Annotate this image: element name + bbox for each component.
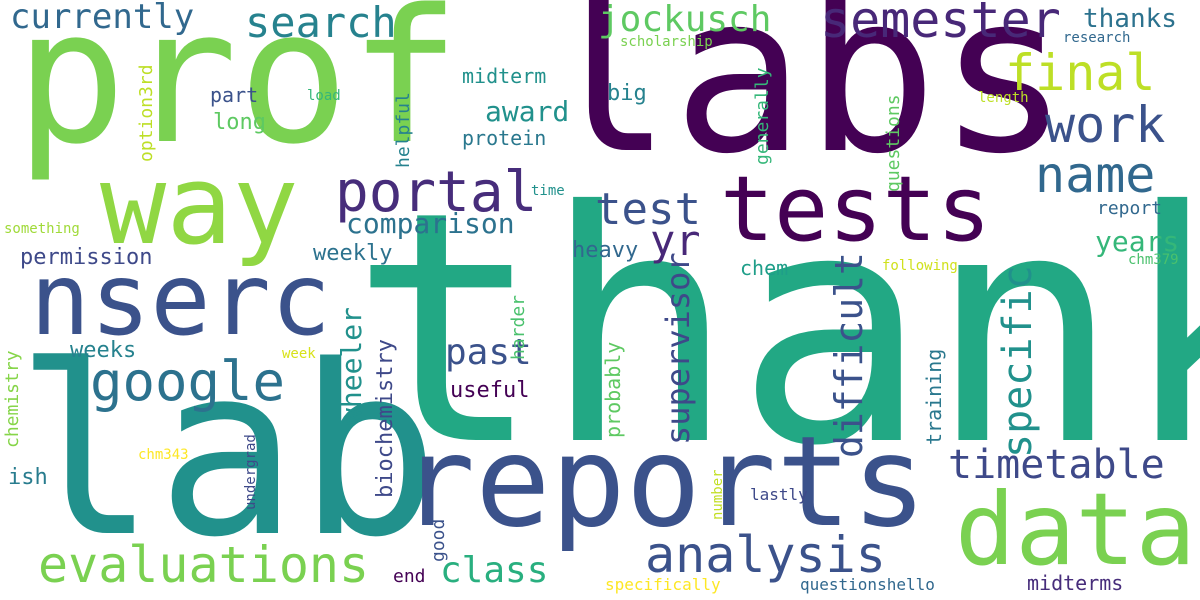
word-part: part (210, 83, 259, 107)
word-past: past (445, 332, 532, 373)
word-harder: harder (508, 294, 529, 360)
word-thanks: thanks (1083, 4, 1177, 34)
word-generally: generally (752, 67, 773, 165)
word-chemistry: chemistry (2, 350, 23, 448)
word-midterm: midterm (462, 64, 547, 88)
word-class: class (440, 550, 549, 591)
word-heavy: heavy (572, 238, 639, 263)
word-something: something (4, 221, 80, 237)
word-yr: yr (650, 216, 701, 265)
word-weeks: weeks (70, 338, 137, 363)
word-probably: probably (601, 341, 625, 438)
word-specific: specific (995, 265, 1041, 458)
word-wheeler: wheeler (335, 306, 368, 425)
word-load: load (307, 88, 341, 104)
word-portal: portal (335, 160, 538, 225)
word-prof: prof (15, 0, 461, 185)
word-report: report (1097, 198, 1163, 219)
word-training: training (922, 348, 946, 445)
word-permission: permission (20, 245, 153, 270)
word-supervisor: supervisor (659, 252, 697, 445)
word-years: years (1095, 225, 1180, 258)
word-midterms: midterms (1027, 571, 1124, 595)
word-analysis: analysis (645, 526, 886, 584)
word-work: work (1045, 96, 1166, 154)
word-research: research (1063, 30, 1131, 46)
word-nserc: nserc (30, 241, 332, 358)
word-award: award (485, 95, 570, 128)
word-big: big (607, 81, 647, 106)
word-questionshello: questionshello (800, 575, 935, 594)
word-helpful: helpful (393, 92, 414, 168)
word-useful: useful (450, 378, 530, 403)
word-tests: tests (720, 157, 991, 262)
word-timetable: timetable (948, 442, 1165, 488)
word-search: search (245, 0, 397, 47)
word-evaluations: evaluations (38, 536, 370, 594)
word-final: final (1005, 44, 1156, 102)
word-jockusch: jockusch (598, 0, 772, 40)
word-undergrad: undergrad (243, 434, 259, 510)
word-ish: ish (8, 465, 48, 490)
word-chm379: chm379 (1128, 252, 1179, 268)
word-thank: thank (350, 144, 1200, 516)
word-weekly: weekly (313, 241, 393, 266)
word-currently: currently (10, 0, 195, 37)
word-week: week (282, 346, 316, 362)
word-end: end (393, 566, 426, 587)
word-lab: lab (15, 316, 440, 589)
word-comparison: comparison (346, 207, 515, 240)
word-lastly: lastly (750, 485, 808, 504)
word-good: good (428, 518, 449, 562)
word-time: time (531, 183, 565, 199)
word-google: google (90, 350, 286, 413)
word-semester: semester (820, 0, 1061, 49)
word-labs: labs (540, 0, 1070, 202)
word-specifically: specifically (605, 575, 721, 594)
word-biochemistry: biochemistry (373, 339, 398, 498)
word-number: number (710, 469, 726, 520)
word-test: test (595, 184, 701, 235)
word-following: following (882, 258, 958, 274)
word-difficult: difficult (827, 252, 871, 458)
word-chm343: chm343 (138, 447, 189, 463)
word-protein: protein (462, 126, 547, 150)
word-data: data (955, 471, 1196, 588)
word-option3rd: option3rd (136, 64, 157, 162)
word-reports: reports (400, 410, 927, 555)
word-length: length (978, 90, 1029, 106)
word-chem: chem (740, 256, 789, 280)
word-name: name (1035, 146, 1156, 204)
word-long: long (213, 110, 266, 135)
word-scholarship: scholarship (620, 34, 713, 50)
word-way: way (100, 141, 299, 269)
word-questions: questions (883, 94, 904, 192)
